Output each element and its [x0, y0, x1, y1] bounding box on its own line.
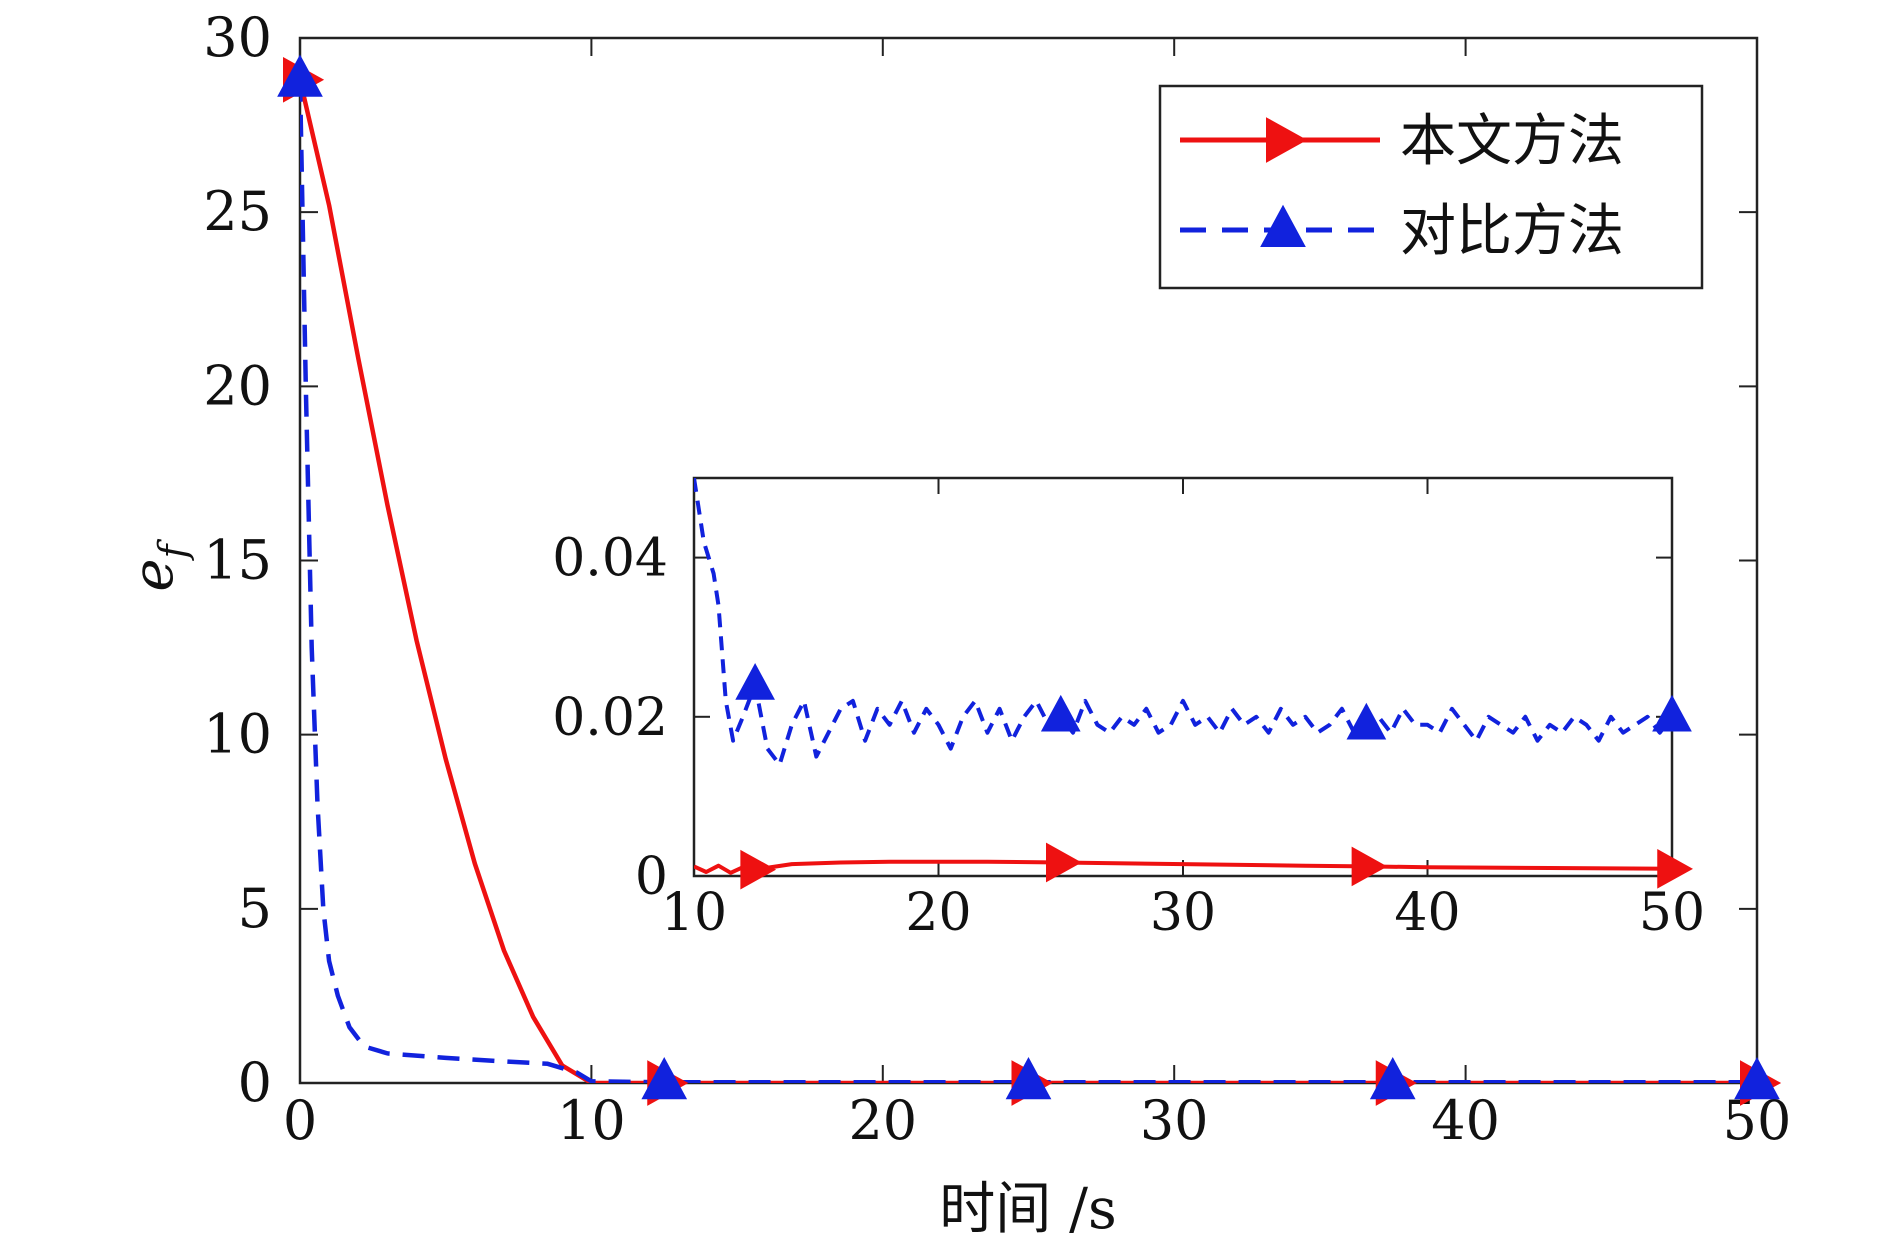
- series-marker-1: [1040, 694, 1081, 732]
- y-tick-label: 0.02: [552, 688, 668, 748]
- series-line-1: [300, 79, 1757, 1083]
- x-tick-label: 50: [1723, 1089, 1792, 1152]
- series-marker-0: [1046, 842, 1082, 883]
- x-tick-label: 20: [905, 883, 971, 943]
- series-marker-1: [641, 1057, 688, 1100]
- x-tick-label: 10: [661, 883, 727, 943]
- y-tick-label: 25: [203, 180, 272, 243]
- y-tick-label: 5: [238, 877, 272, 940]
- series-marker-1: [277, 54, 323, 97]
- y-tick-label: 20: [203, 354, 272, 417]
- svg-text:ef: ef: [121, 538, 195, 591]
- series-marker-0: [740, 849, 777, 890]
- inset-markers-group: [735, 663, 1693, 890]
- y-tick-label: 0: [238, 1051, 272, 1114]
- x-tick-label: 20: [848, 1089, 917, 1152]
- series-marker-1: [1346, 702, 1387, 740]
- inset-tick-labels: 10 20 30 40 50 0 0.02 0.04: [552, 529, 1705, 943]
- series-marker-1: [1369, 1057, 1416, 1100]
- series-marker-1: [1734, 1057, 1780, 1100]
- main-markers-group: [277, 54, 1782, 1106]
- x-tick-label: 30: [1150, 883, 1216, 943]
- x-tick-label: 10: [557, 1089, 626, 1152]
- legend-label-1: 对比方法: [1400, 199, 1624, 264]
- y-axis-title-subscript: f: [151, 538, 195, 561]
- x-tick-label: 0: [283, 1089, 317, 1152]
- series-line-0: [300, 79, 1757, 1083]
- y-tick-label: 10: [203, 703, 272, 766]
- x-tick-label: 40: [1394, 883, 1460, 943]
- x-tick-label: 50: [1639, 883, 1705, 943]
- y-tick-label: 15: [203, 529, 272, 592]
- series-marker-0: [1351, 846, 1388, 887]
- legend-marker-0: [1266, 117, 1308, 163]
- series-line-1: [694, 478, 1672, 767]
- main-series-group: [300, 79, 1757, 1083]
- series-marker-1: [1005, 1057, 1052, 1100]
- y-tick-label: 0: [635, 847, 668, 907]
- y-tick-label: 0.04: [552, 529, 668, 589]
- series-marker-0: [1657, 848, 1693, 889]
- x-axis-title: 时间 /s: [939, 1177, 1116, 1242]
- x-tick-label: 30: [1140, 1089, 1209, 1152]
- legend-label-0: 本文方法: [1400, 109, 1624, 174]
- legend-box: [1158, 84, 1704, 290]
- series-marker-1: [1652, 694, 1692, 732]
- y-axis-title-main: e: [121, 558, 186, 591]
- series-marker-1: [735, 663, 775, 700]
- legend-marker-1: [1260, 204, 1306, 247]
- y-tick-label: 30: [203, 6, 272, 69]
- inset-plot-area: [692, 476, 1674, 878]
- x-tick-label: 40: [1431, 1089, 1500, 1152]
- y-axis-title: ef: [121, 538, 195, 591]
